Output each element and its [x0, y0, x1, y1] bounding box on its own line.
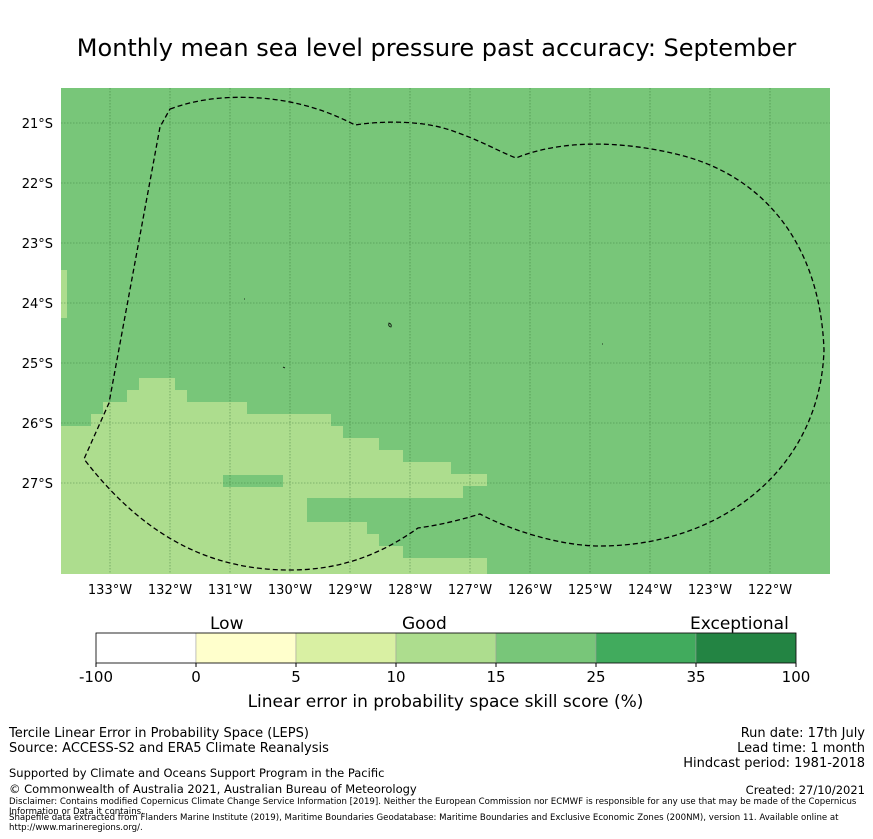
colorbar-svg: -100 0 5 10 15 25 35 100 — [79, 632, 811, 686]
colorbar-tick-label: 25 — [586, 668, 605, 686]
colorbar-tick-label: 5 — [291, 668, 301, 686]
islands — [244, 298, 603, 369]
lead-time: Lead time: 1 month — [737, 741, 865, 756]
shapefile-credit: Shapefile data extracted from Flanders M… — [9, 813, 839, 833]
colorbar-label: Linear error in probability space skill … — [247, 692, 644, 712]
good-skill-patch-west — [61, 270, 67, 318]
longitude-label: 133°W — [88, 583, 132, 598]
longitude-label: 122°W — [748, 583, 792, 598]
longitude-label: 125°W — [568, 583, 612, 598]
latitude-label: 24°S — [22, 297, 53, 312]
colorbar-segment — [395, 632, 497, 664]
colorbar-segment — [595, 632, 697, 664]
longitude-label: 130°W — [268, 583, 312, 598]
colorbar-tick-label: 0 — [191, 668, 201, 686]
category-exceptional: Exceptional — [690, 614, 789, 634]
created-date: Created: 27/10/2021 — [745, 783, 865, 797]
longitude-label: 128°W — [388, 583, 432, 598]
category-low: Low — [210, 614, 244, 634]
latitude-label: 25°S — [22, 357, 53, 372]
longitude-label: 127°W — [448, 583, 492, 598]
longitude-label: 131°W — [208, 583, 252, 598]
latitude-label: 22°S — [22, 177, 53, 192]
latitude-label: 26°S — [22, 417, 53, 432]
colorbar-tick-label: 100 — [782, 668, 811, 686]
copyright-text: © Commonwealth of Australia 2021, Austra… — [9, 782, 417, 796]
colorbar-segment — [195, 632, 297, 664]
longitude-label: 126°W — [508, 583, 552, 598]
colorbar-tick-label: -100 — [79, 668, 113, 686]
eez-boundary — [83, 96, 825, 571]
colorbar-tick-label: 15 — [486, 668, 505, 686]
colorbar-segment — [95, 632, 197, 664]
latitude-labels: 21°S 22°S 23°S 24°S 25°S 26°S 27°S — [22, 117, 53, 492]
latitude-label: 27°S — [22, 477, 53, 492]
colorbar-segment — [495, 632, 597, 664]
map-grid — [61, 88, 830, 574]
run-date: Run date: 17th July — [740, 726, 865, 741]
island — [388, 322, 392, 328]
longitude-label: 132°W — [148, 583, 192, 598]
category-good: Good — [402, 614, 447, 634]
latitude-label: 21°S — [22, 117, 53, 132]
method-text: Tercile Linear Error in Probability Spac… — [9, 726, 309, 741]
colorbar-tick-label: 35 — [686, 668, 705, 686]
colorbar-segment — [695, 632, 797, 664]
latitude-label: 23°S — [22, 237, 53, 252]
colorbar-tick-label: 10 — [386, 668, 405, 686]
skill-map: 21°S22°S23°S24°S25°S26°S27°S 133°W 132°W 1… — [22, 88, 830, 598]
longitude-label: 129°W — [328, 583, 372, 598]
disclaimer-text: Disclaimer: Contains modified Copernicus… — [9, 797, 857, 817]
island — [282, 366, 286, 369]
source-text: Source: ACCESS-S2 and ERA5 Climate Reana… — [9, 741, 329, 756]
hindcast-period: Hindcast period: 1981-2018 — [683, 756, 865, 771]
colorbar-frame — [95, 632, 797, 664]
support-text: Supported by Climate and Oceans Support … — [9, 766, 385, 780]
longitude-labels: 133°W 132°W 131°W 130°W 129°W 128°W 127°W 126°W… — [88, 583, 792, 598]
colorbar-segment — [295, 632, 397, 664]
longitude-label: 124°W — [628, 583, 672, 598]
longitude-label: 123°W — [688, 583, 732, 598]
moderate-skill-patch — [223, 475, 283, 487]
chart-title: Monthly mean sea level pressure past acc… — [76, 34, 797, 62]
